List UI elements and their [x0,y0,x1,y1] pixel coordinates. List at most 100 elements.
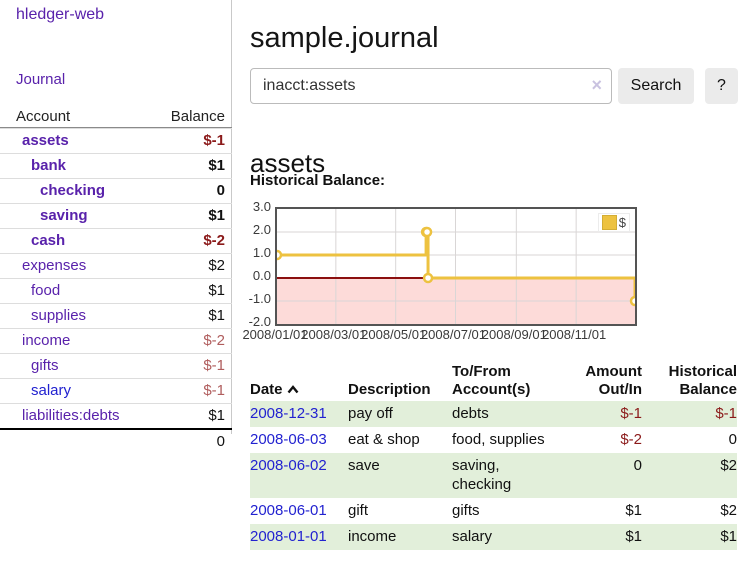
sidebar-account-saving[interactable]: saving [40,207,88,224]
date-column-header[interactable]: Date [250,361,348,401]
account-balance: $1 [208,157,225,174]
register-row: 2008-06-02 save saving, checking 0 $2 [250,453,737,498]
x-tick-label: 2008/07/01 [420,327,487,342]
sidebar-account-food[interactable]: food [31,282,61,299]
x-tick-label: 2008/09/01 [481,327,547,342]
y-tick-label: 2.0 [252,222,271,237]
register-header-row: Date Description To/From Account(s) Amou… [250,361,737,401]
clear-search-icon[interactable]: × [591,75,602,95]
sidebar-account-supplies[interactable]: supplies [31,307,87,324]
y-tick-label: 3.0 [252,199,271,214]
help-button[interactable]: ? [705,68,738,104]
sidebar-account-checking[interactable]: checking [40,182,106,199]
sidebar-account-liabilities-debts[interactable]: liabilities:debts [22,407,120,424]
account-balance: 0 [216,182,225,199]
transaction-accounts: saving, checking [452,453,568,498]
transaction-date-link[interactable]: 2008-06-02 [250,457,327,474]
account-row: salary $-1 [0,378,232,403]
transaction-accounts: salary [452,524,568,550]
account-column-header: Account [16,108,71,125]
transaction-date-link[interactable]: 2008-06-01 [250,502,327,519]
x-tick-label: 2008/05/01 [361,327,427,342]
historical-balance-label: Historical Balance: [250,172,386,189]
accounts-table-header: Account Balance [0,106,232,128]
transaction-balance: $2 [720,502,737,519]
main-content: sample.journal × Search ? assets Histori… [233,0,742,582]
transaction-amount: $-1 [568,401,642,427]
register-row: 2008-12-31 pay off debts $-1 $-1 [250,401,737,427]
transaction-amount: $1 [568,524,642,550]
register-row: 2008-06-03 eat & shop food, supplies $-2… [250,427,737,453]
x-tick-label: 2008/11/01 [542,327,607,342]
transaction-accounts: debts [452,401,568,427]
accounts-total-row: 0 [0,428,232,454]
sidebar-account-gifts[interactable]: gifts [31,357,59,374]
account-balance: $1 [208,282,225,299]
historical-balance-plot [277,209,635,324]
account-row: saving $1 [0,203,232,228]
account-balance: $-2 [203,232,225,249]
page-title: sample.journal [250,22,439,55]
balance-column-header: Balance [170,108,225,125]
app-brand-link[interactable]: hledger-web [16,6,105,23]
account-row: cash $-2 [0,228,232,253]
sort-ascending-icon [287,385,298,394]
transaction-description: save [348,453,452,498]
sidebar-item-journal[interactable]: Journal [16,71,66,88]
sidebar-account-income[interactable]: income [22,332,71,349]
account-balance: $-2 [203,332,225,349]
account-row: gifts $-1 [0,353,232,378]
transaction-accounts: food, supplies [452,431,545,448]
sidebar-account-salary[interactable]: salary [31,382,72,399]
y-tick-label: 0.0 [252,268,271,283]
balance-column-header: Historical Balance [668,363,737,398]
sidebar: hledger-web Journal Account Balance asse… [0,0,232,450]
transaction-description: pay off [348,401,452,427]
account-row: assets $-1 [0,128,232,153]
account-row: food $1 [0,278,232,303]
amount-column-header: Amount Out/In [585,363,642,398]
account-heading: assets [250,147,326,178]
accounts-table: Account Balance assets $-1 bank $1 check… [0,106,232,454]
search-form: × Search ? [250,68,738,104]
x-tick-label: 2008/01/01 [242,327,308,342]
sidebar-account-cash[interactable]: cash [31,232,66,249]
accounts-total-value: 0 [216,433,225,450]
search-input[interactable] [250,68,612,104]
sidebar-account-bank[interactable]: bank [31,157,67,174]
series-swatch-icon [601,215,617,230]
transaction-description: eat & shop [348,431,420,448]
account-balance: $1 [208,207,225,224]
plot-area[interactable]: $ [275,207,637,326]
account-row: income $-2 [0,328,232,353]
transaction-date-link[interactable]: 2008-12-31 [250,405,327,422]
x-tick-label: 2008/03/01 [301,327,367,342]
accounts-column-header: To/From Account(s) [452,363,531,398]
transaction-amount: 0 [568,453,642,498]
account-balance: $2 [208,257,225,274]
account-balance: $-1 [203,382,225,399]
transaction-balance: $1 [642,524,737,550]
transaction-date-link[interactable]: 2008-01-01 [250,528,327,545]
transaction-description: income [348,524,452,550]
sidebar-account-expenses[interactable]: expenses [22,257,87,274]
account-balance: $1 [208,307,225,324]
transaction-balance: $-1 [642,401,737,427]
transaction-date-link[interactable]: 2008-06-03 [250,431,327,448]
account-row: checking 0 [0,178,232,203]
account-balance: $1 [208,407,225,424]
sidebar-account-assets[interactable]: assets [22,132,69,149]
transaction-balance: 0 [728,431,737,448]
account-balance: $-1 [203,357,225,374]
historical-balance-chart: 3.0 2.0 1.0 0.0 -1.0 -2.0 $ 2008/01/01 2008/03… [242,199,735,346]
transaction-description: gift [348,502,369,519]
transaction-amount: $1 [625,502,642,519]
account-row: bank $1 [0,153,232,178]
search-button[interactable]: Search [618,68,694,104]
search-box: × [250,68,612,104]
transaction-amount: $-2 [620,431,642,448]
register-row: 2008-06-01 gift gifts $1 $2 [250,498,737,524]
description-column-header: Description [348,381,431,398]
register-row: 2008-01-01 income salary $1 $1 [250,524,737,550]
account-row: liabilities:debts $1 [0,403,232,428]
